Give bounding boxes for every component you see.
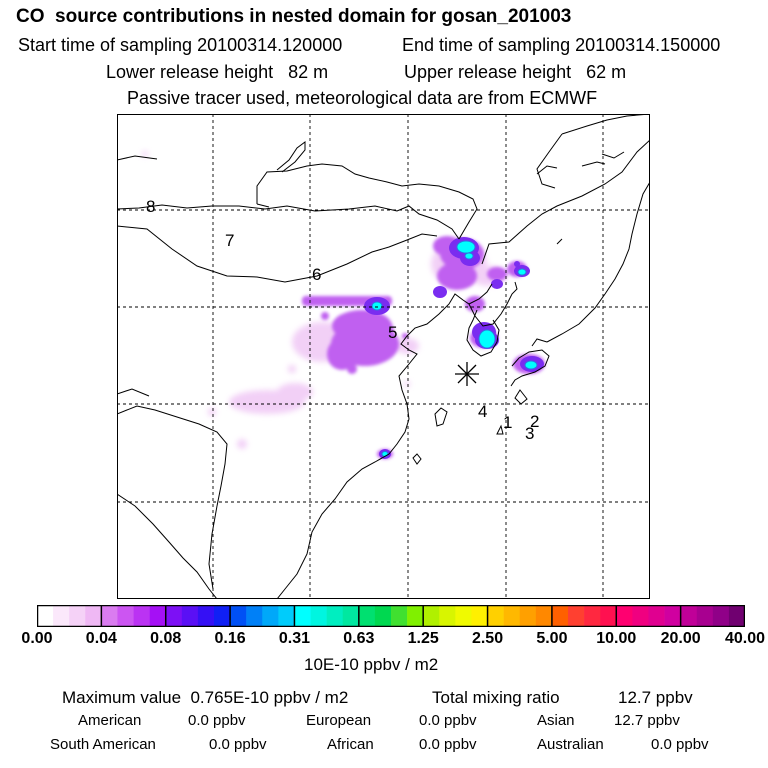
colorbar-cell <box>262 605 279 627</box>
colorbar-tick-label: 20.00 <box>660 630 701 647</box>
trajectory-label-3: 3 <box>525 424 534 443</box>
colorbar-cell <box>407 605 424 627</box>
colorbar <box>37 605 745 627</box>
colorbar-tick-label: 10.00 <box>596 630 637 647</box>
colorbar-tick-label: 40.00 <box>724 630 766 647</box>
colorbar-cell <box>600 605 617 627</box>
trajectory-label-8: 8 <box>146 197 155 216</box>
colorbar-cell <box>358 605 376 627</box>
colorbar-cell <box>214 605 231 627</box>
colorbar-tick-label: 0.63 <box>343 630 375 647</box>
colorbar-cell <box>230 605 247 627</box>
colorbar-cell <box>664 605 681 627</box>
colorbar-unit-label: 10E-10 ppbv / m2 <box>304 655 439 674</box>
trajectory-label-7: 7 <box>225 231 234 250</box>
colorbar-cell <box>310 605 327 627</box>
colorbar-cell <box>181 605 199 627</box>
colorbar-cell <box>616 605 633 627</box>
asian-label: Asian <box>537 712 575 729</box>
colorbar-tick-label: 0.16 <box>214 630 246 647</box>
colorbar-cell <box>551 605 569 627</box>
colorbar-cell <box>519 605 537 627</box>
colorbar-tick-label: 0.31 <box>278 630 311 647</box>
colorbar-cell <box>294 605 311 627</box>
total-mixing-ratio-label: Total mixing ratio <box>432 688 560 707</box>
colorbar-cell <box>487 605 504 627</box>
trajectory-label-6: 6 <box>312 265 321 284</box>
coastlines <box>117 114 650 599</box>
colorbar-cell <box>728 605 745 627</box>
american-label: American <box>78 712 142 729</box>
colorbar-cell <box>535 605 553 627</box>
colorbar-cell <box>632 605 649 627</box>
maximum-value-label: Maximum value 0.765E-10 ppbv / m2 <box>62 688 349 707</box>
colorbar-cell <box>278 605 295 627</box>
colorbar-cell <box>391 605 408 627</box>
trajectory-label-5: 5 <box>388 323 397 342</box>
colorbar-cell <box>246 605 263 627</box>
colorbar-cell <box>455 605 472 627</box>
south-american-label: South American <box>50 736 156 753</box>
colorbar-cell <box>85 605 102 627</box>
south-american-value: 0.0 ppbv <box>209 736 267 753</box>
colorbar-tick-label: 1.25 <box>407 630 439 647</box>
figure-title: CO source contributions in nested domain… <box>16 6 572 27</box>
tracer-note: Passive tracer used, meteorological data… <box>127 88 598 108</box>
end-time-label: End time of sampling 20100314.150000 <box>402 35 721 55</box>
colorbar-cell <box>648 605 665 627</box>
colorbar-cell <box>712 605 730 627</box>
colorbar-cell <box>69 605 86 627</box>
colorbar-cell <box>326 605 344 627</box>
colorbar-cell <box>696 605 714 627</box>
map-panel: 8 7 6 5 4 1 2 3 <box>117 114 650 599</box>
asian-value: 12.7 ppbv <box>614 712 680 729</box>
colorbar-cell <box>101 605 118 627</box>
colorbar-tick-label: 2.50 <box>471 630 504 647</box>
colorbar-cell <box>471 605 488 627</box>
african-value: 0.0 ppbv <box>419 736 477 753</box>
colorbar-cell <box>165 605 183 627</box>
colorbar-cell <box>133 605 150 627</box>
colorbar-cell <box>53 605 70 627</box>
colorbar-tick-label: 0.00 <box>21 630 53 647</box>
european-value: 0.0 ppbv <box>419 712 477 729</box>
colorbar-cell <box>342 605 360 627</box>
colorbar-tick-label: 0.08 <box>150 630 182 647</box>
trajectory-label-4: 4 <box>478 402 487 421</box>
european-label: European <box>306 712 372 729</box>
start-time-label: Start time of sampling 20100314.120000 <box>18 35 343 55</box>
colorbar-cell <box>117 605 134 627</box>
lower-height-label: Lower release height 82 m <box>106 62 329 82</box>
colorbar-cell <box>568 605 585 627</box>
lat-lon-grid <box>117 114 650 599</box>
colorbar-cell <box>149 605 167 627</box>
receptor-asterisk-icon <box>455 362 479 386</box>
upper-height-label: Upper release height 62 m <box>404 62 627 82</box>
colorbar-cell <box>423 605 440 627</box>
australian-value: 0.0 ppbv <box>651 736 709 753</box>
trajectory-label-2: 2 <box>530 412 539 431</box>
colorbar-cell <box>37 605 54 627</box>
colorbar-cell <box>503 605 521 627</box>
total-mixing-ratio-value: 12.7 ppbv <box>618 688 693 707</box>
trajectory-label-1: 1 <box>503 413 512 432</box>
colorbar-cell <box>584 605 601 627</box>
colorbar-cell <box>374 605 392 627</box>
colorbar-tick-label: 0.04 <box>85 630 117 647</box>
australian-label: Australian <box>537 736 604 753</box>
colorbar-cell <box>680 605 698 627</box>
african-label: African <box>327 736 374 753</box>
colorbar-cell <box>197 605 215 627</box>
colorbar-tick-label: 5.00 <box>536 630 568 647</box>
american-value: 0.0 ppbv <box>188 712 246 729</box>
colorbar-cell <box>439 605 456 627</box>
